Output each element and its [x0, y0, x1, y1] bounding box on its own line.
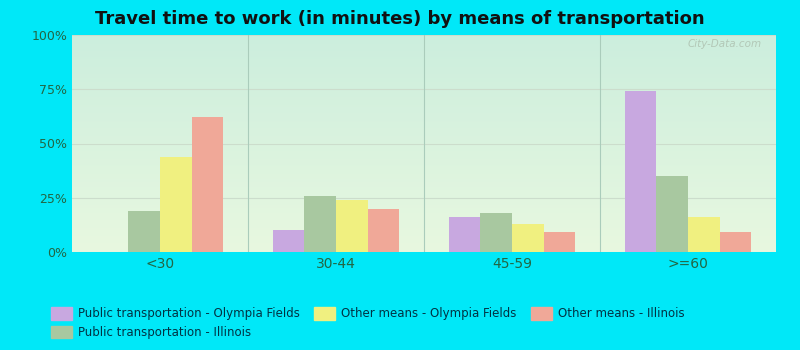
Bar [128, 211, 160, 252]
Bar [160, 156, 192, 252]
Bar [304, 196, 336, 252]
Bar [273, 230, 304, 252]
Bar [544, 232, 575, 252]
Text: Travel time to work (in minutes) by means of transportation: Travel time to work (in minutes) by mean… [95, 10, 705, 28]
Bar [449, 217, 480, 252]
Text: City-Data.com: City-Data.com [688, 39, 762, 49]
Bar [192, 118, 223, 252]
Bar [656, 176, 688, 252]
Bar [480, 213, 512, 252]
Bar [720, 232, 751, 252]
Bar [512, 224, 544, 252]
Bar [688, 217, 720, 252]
Bar [625, 91, 656, 252]
Legend: Public transportation - Olympia Fields, Public transportation - Illinois, Other : Public transportation - Olympia Fields, … [46, 303, 689, 344]
Bar [368, 209, 399, 252]
Bar [336, 200, 368, 252]
